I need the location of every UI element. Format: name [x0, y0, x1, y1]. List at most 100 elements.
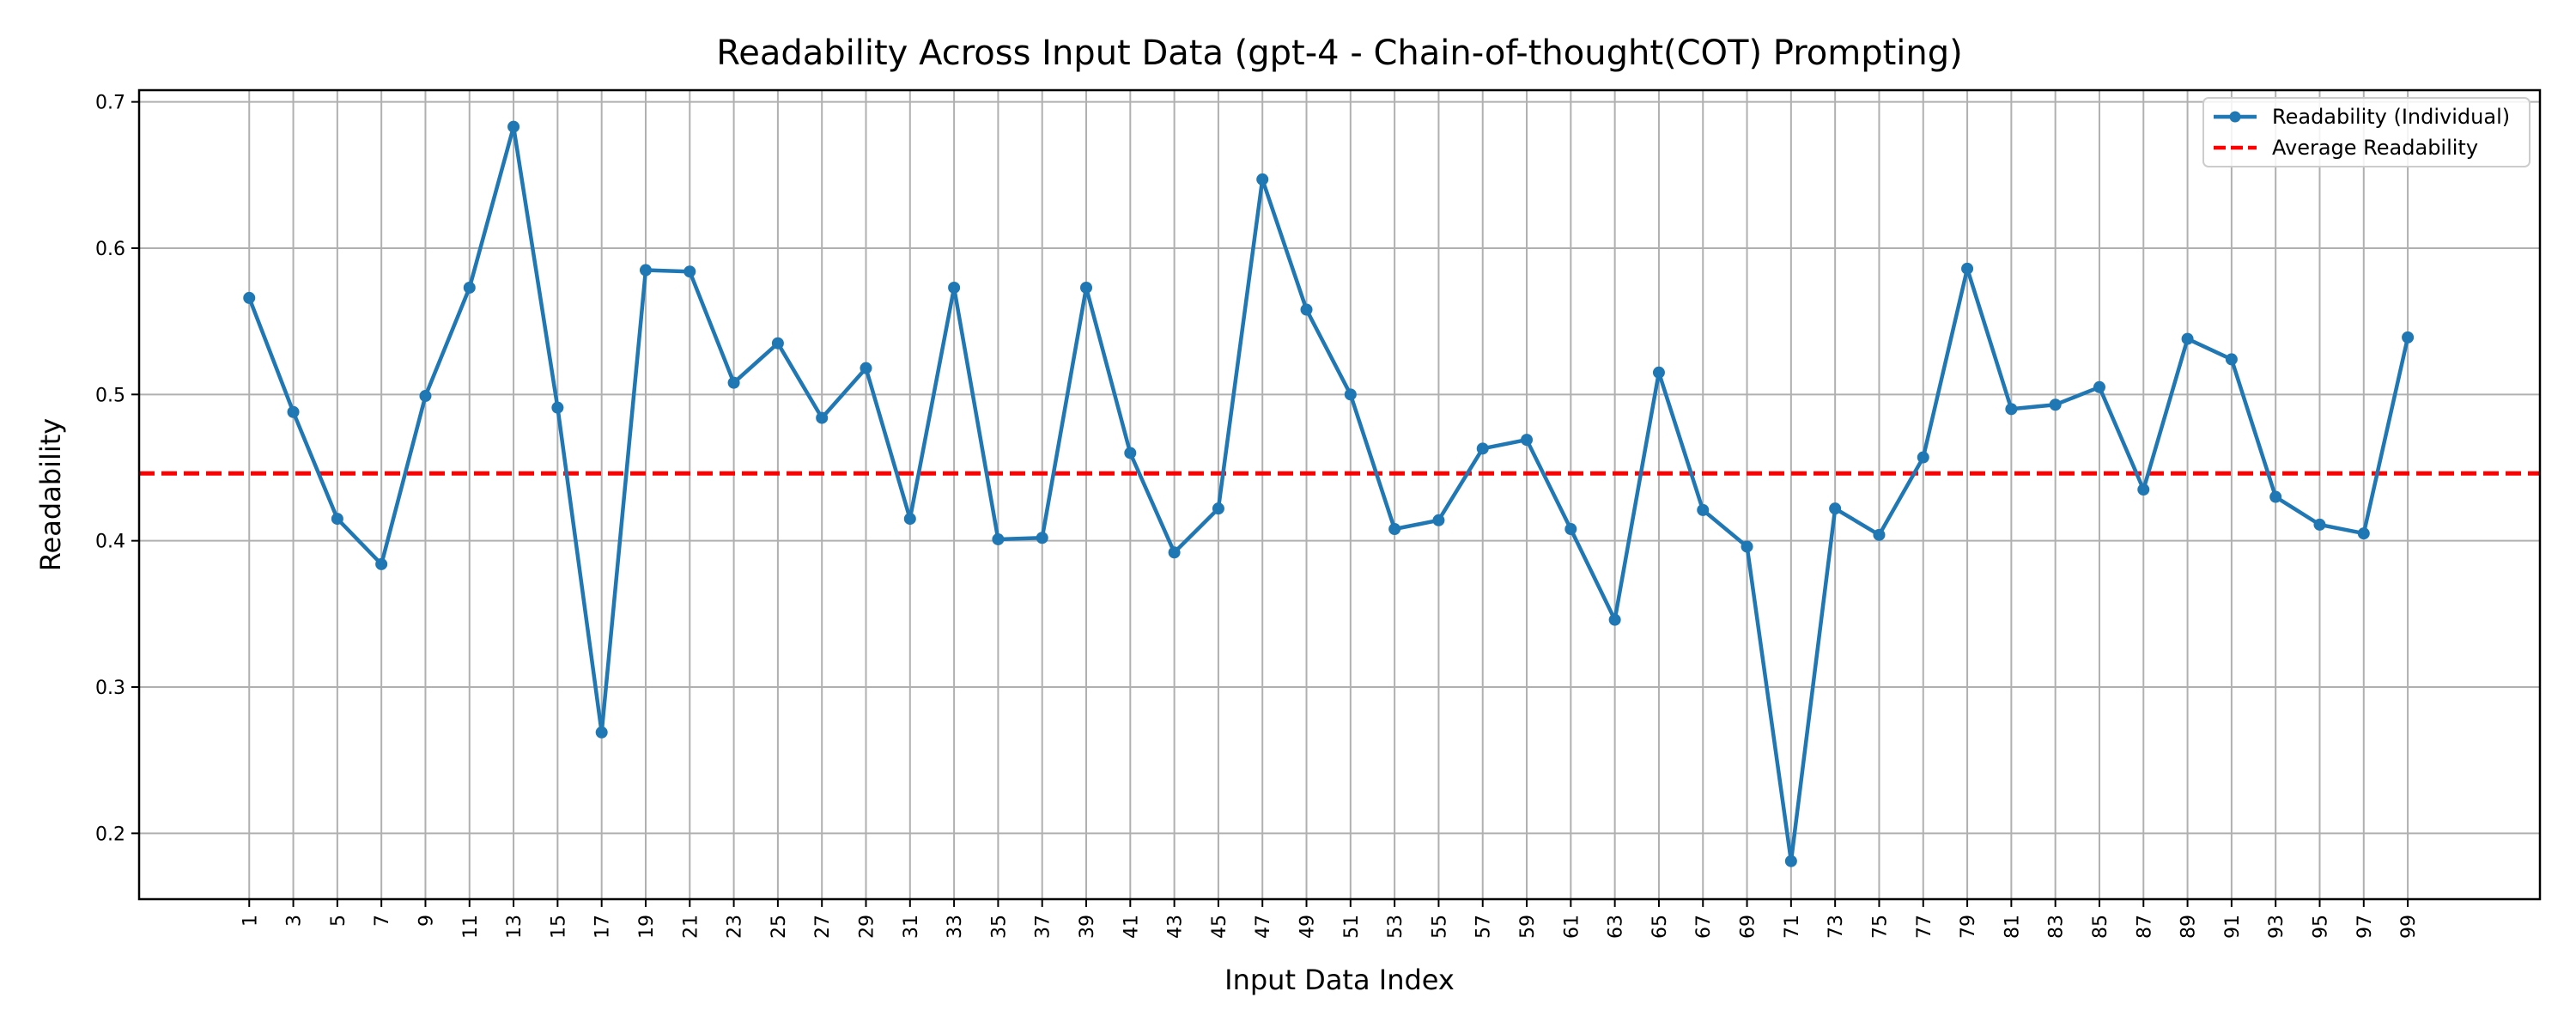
x-tick-label: 85 [2090, 915, 2111, 939]
data-point [639, 264, 652, 277]
x-tick-label: 87 [2134, 915, 2155, 939]
data-point [2005, 403, 2018, 416]
x-tick-label: 63 [1606, 915, 1627, 939]
x-tick-label: 15 [548, 915, 569, 939]
x-tick-label: 29 [856, 915, 878, 939]
data-point [1124, 447, 1137, 459]
data-point [2402, 331, 2415, 344]
data-point [2137, 484, 2150, 496]
y-tick-label: 0.3 [95, 678, 125, 699]
data-point [1036, 532, 1048, 544]
y-tick-label: 0.6 [95, 239, 125, 260]
data-point [727, 376, 740, 389]
x-tick-label: 25 [769, 915, 790, 939]
x-tick-label: 89 [2178, 915, 2200, 939]
legend-label-individual: Readability (Individual) [2272, 105, 2510, 129]
data-point [1476, 442, 1489, 455]
data-point [2181, 332, 2194, 345]
data-point [595, 726, 608, 739]
x-tick-label: 49 [1297, 915, 1319, 939]
x-tick-label: 35 [988, 915, 1010, 939]
y-tick-label: 0.4 [95, 532, 125, 553]
data-point [1256, 173, 1269, 186]
x-tick-label: 27 [812, 915, 834, 939]
x-tick-label: 61 [1561, 915, 1583, 939]
data-point [551, 401, 564, 414]
x-tick-label: 57 [1473, 915, 1495, 939]
data-point [287, 405, 300, 418]
data-point [1212, 502, 1224, 515]
data-point [1873, 528, 1886, 541]
data-point [1168, 546, 1181, 559]
x-tick-label: 81 [2002, 915, 2023, 939]
y-axis: 0.2 0.3 0.4 0.5 0.6 0.7 [95, 93, 139, 845]
data-point [1388, 523, 1401, 536]
x-tick-label: 65 [1649, 915, 1671, 939]
y-tick-label: 0.7 [95, 93, 125, 114]
data-point [948, 281, 961, 294]
readability-series-line [247, 125, 2410, 863]
x-tick-label: 95 [2310, 915, 2331, 939]
x-tick-label: 71 [1782, 915, 1803, 939]
x-tick-label: 53 [1385, 915, 1406, 939]
data-point [683, 265, 696, 278]
data-point [1344, 388, 1357, 401]
legend: Readability (Individual) Average Readabi… [2202, 97, 2530, 167]
data-point [2357, 527, 2370, 540]
chart-title: Readability Across Input Data (gpt-4 - C… [716, 33, 1962, 73]
plot-frame [137, 88, 2542, 901]
data-point [1564, 523, 1577, 536]
x-tick-label: 51 [1341, 915, 1363, 939]
y-axis-label: Readability [34, 418, 67, 571]
x-tick-label: 39 [1077, 915, 1098, 939]
legend-label-average: Average Readability [2272, 136, 2478, 160]
x-tick-label: 59 [1517, 915, 1539, 939]
data-point [375, 557, 388, 570]
grid [139, 90, 2540, 899]
data-point [1652, 366, 1665, 379]
data-point [331, 513, 343, 526]
y-tick-label: 0.5 [95, 385, 125, 406]
x-tick-label: 7 [372, 915, 393, 927]
x-tick-label: 47 [1253, 915, 1274, 939]
legend-box [2202, 97, 2530, 167]
data-point [860, 362, 872, 374]
data-point [1432, 514, 1445, 526]
data-point [1829, 502, 1842, 515]
x-tick-label: 11 [460, 915, 482, 939]
data-point [1521, 434, 1534, 447]
data-point [1300, 303, 1313, 316]
data-point [1741, 540, 1753, 553]
data-point [2313, 518, 2326, 531]
data-point [1697, 503, 1710, 516]
x-tick-label: 37 [1033, 915, 1054, 939]
x-tick-label: 31 [901, 915, 922, 939]
data-point [243, 291, 256, 304]
x-tick-label: 23 [725, 915, 746, 939]
x-tick-label: 1 [240, 915, 261, 927]
data-point [992, 532, 1005, 545]
data-point [1961, 262, 1974, 275]
x-tick-label: 67 [1693, 915, 1715, 939]
x-tick-label: 21 [680, 915, 702, 939]
x-tick-label: 75 [1869, 915, 1891, 939]
x-axis: 1 3 5 7 9 11 13 15 17 19 21 23 25 27 29 31 33 35 37 39 41 43 4… [240, 899, 2420, 939]
x-tick-label: 41 [1121, 915, 1142, 939]
x-tick-label: 91 [2222, 915, 2244, 939]
x-tick-label: 9 [416, 915, 437, 927]
data-point [2269, 490, 2282, 503]
x-tick-label: 99 [2398, 915, 2420, 939]
x-tick-label: 13 [504, 915, 526, 939]
data-point [1608, 613, 1621, 626]
data-point [2049, 398, 2062, 411]
data-point [903, 513, 916, 526]
x-tick-label: 5 [328, 915, 349, 927]
data-point [2225, 353, 2238, 366]
x-tick-label: 69 [1738, 915, 1759, 939]
series-layer [243, 120, 2415, 867]
x-tick-label: 77 [1914, 915, 1935, 939]
x-tick-label: 73 [1826, 915, 1847, 939]
x-tick-label: 3 [284, 915, 306, 927]
x-tick-label: 45 [1209, 915, 1230, 939]
